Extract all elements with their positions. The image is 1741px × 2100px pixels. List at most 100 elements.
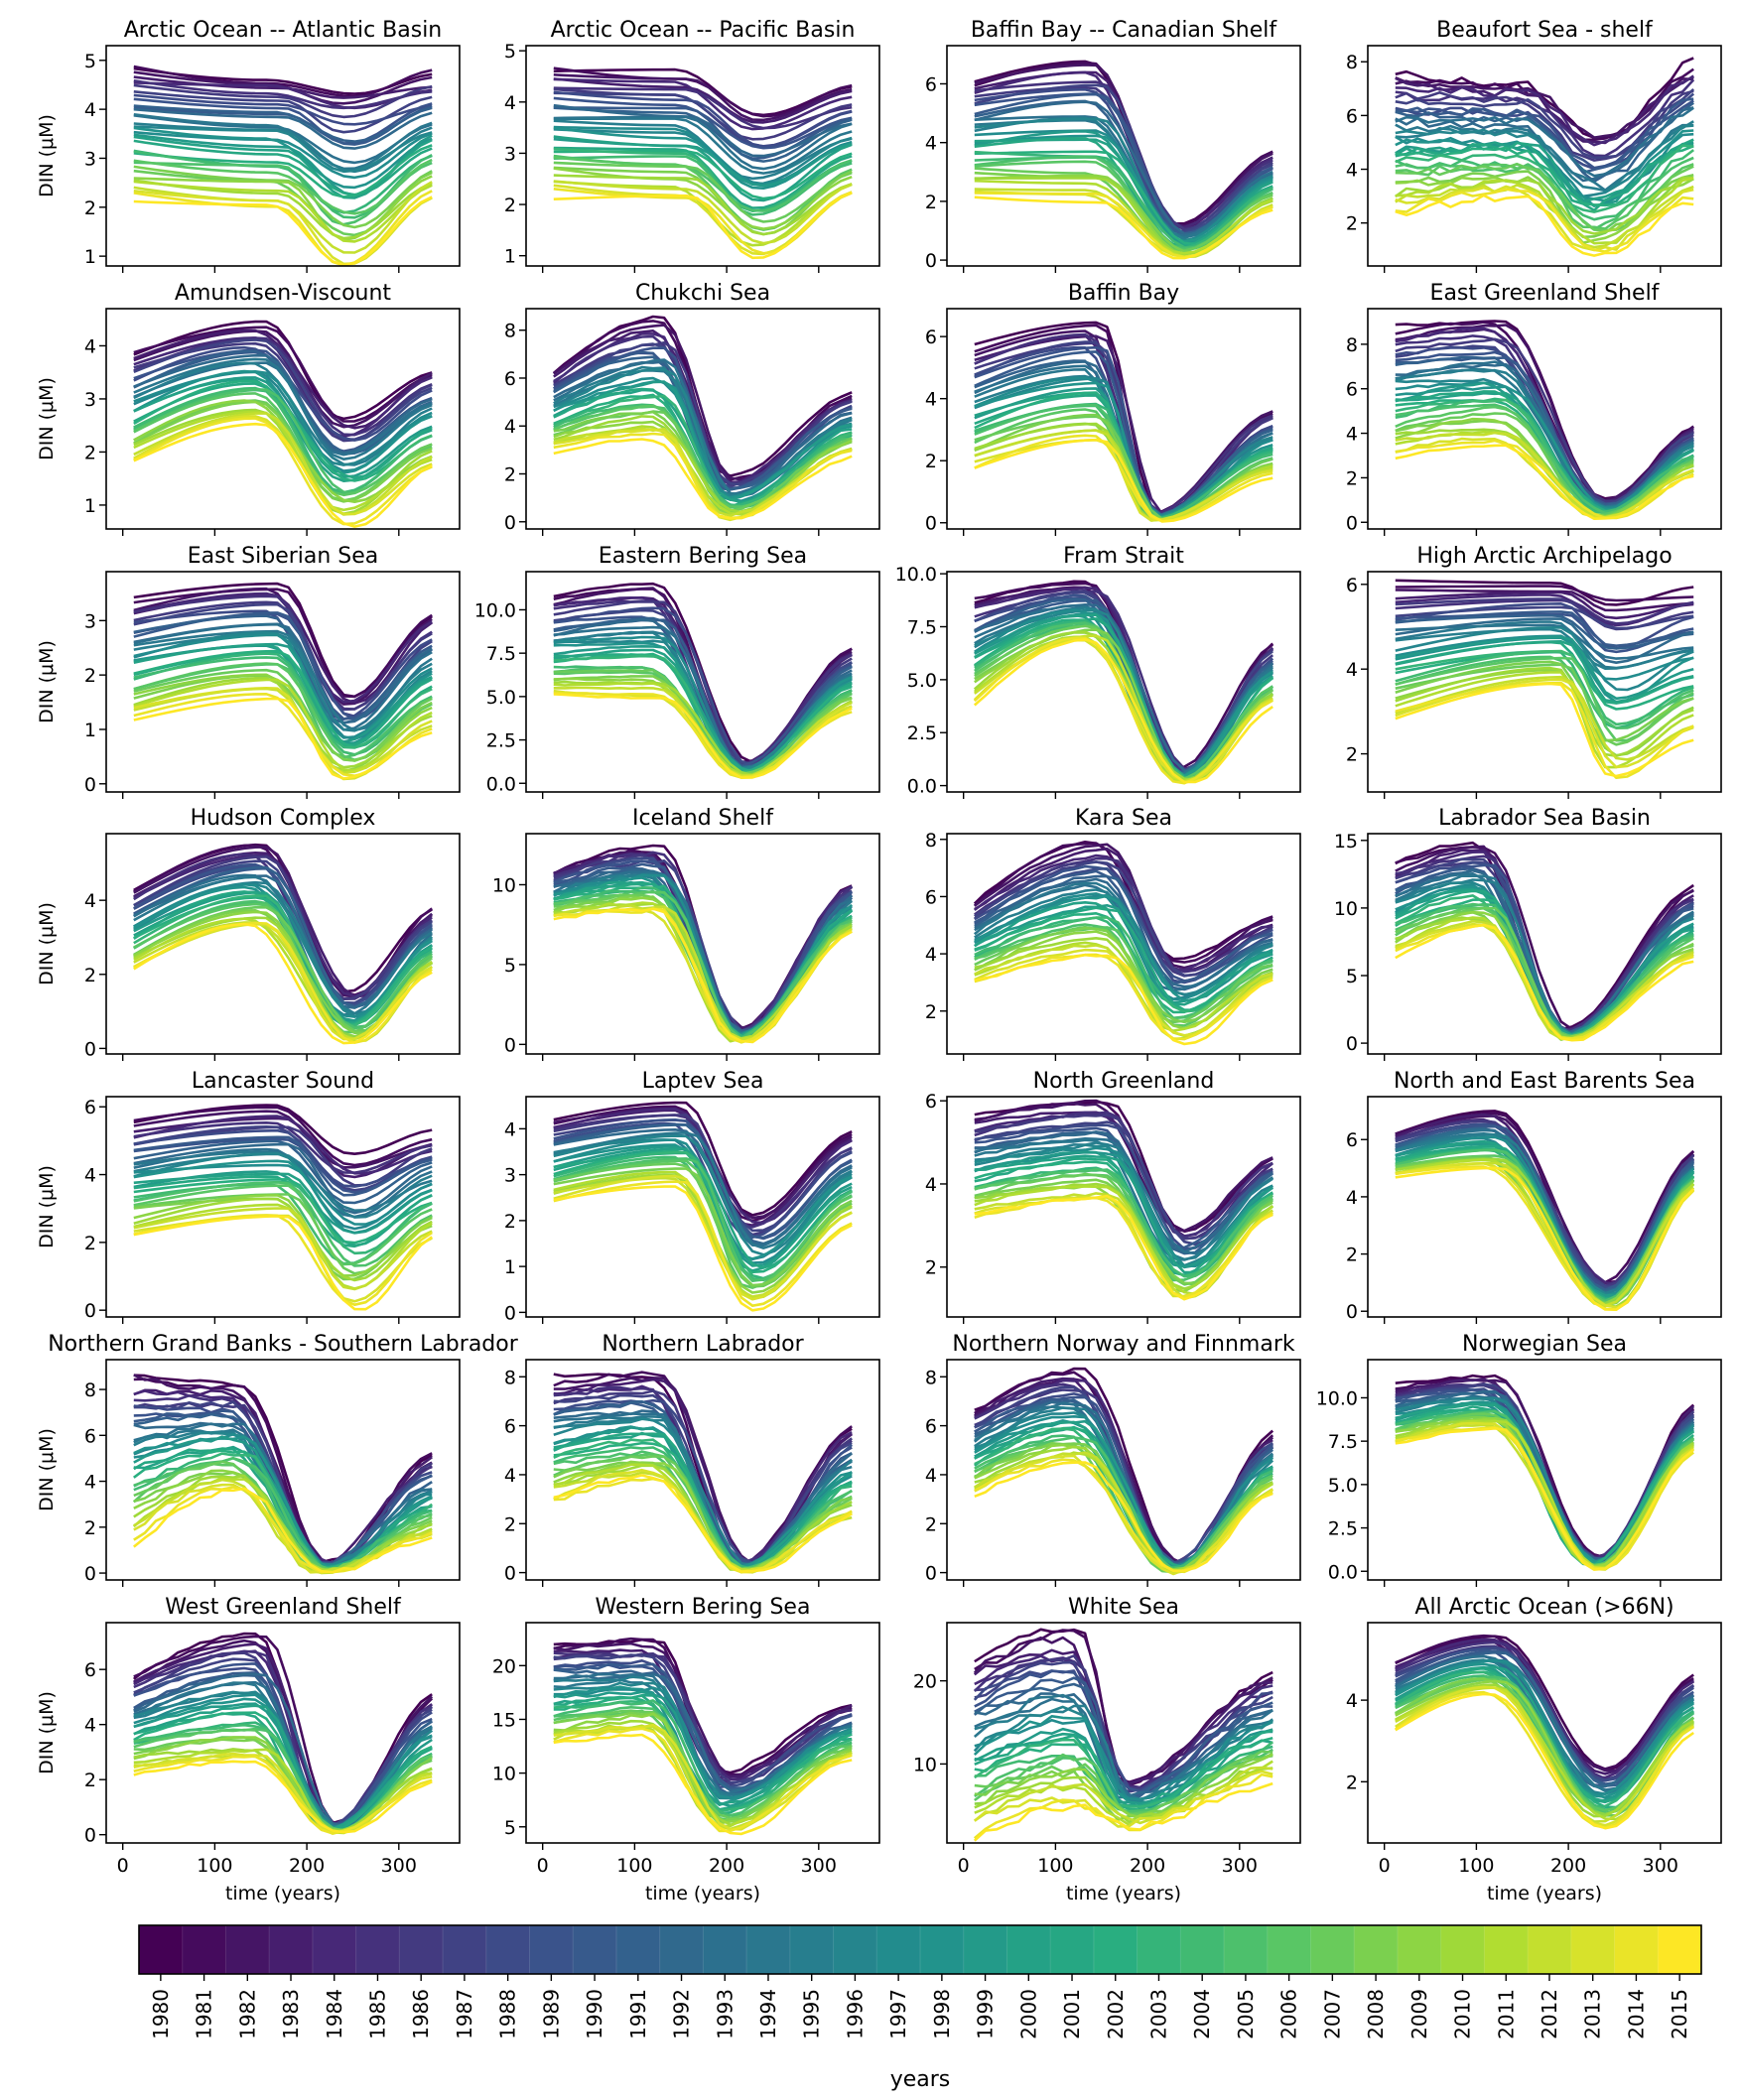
y-tick-label: 2 [504, 1211, 516, 1233]
panel-title: Baffin Bay -- Canadian Shelf [971, 18, 1278, 43]
colorbar-tick-label: 1991 [626, 1989, 650, 2039]
y-tick-label: 6 [925, 886, 937, 908]
series-line [133, 135, 433, 199]
series-line [1395, 138, 1694, 212]
y-tick-label: 4 [84, 335, 96, 357]
series-line [133, 854, 433, 1000]
colorbar-swatch [139, 1925, 184, 1974]
y-tick-label: 4 [84, 99, 96, 121]
y-tick-label: 2 [925, 451, 937, 472]
series-line [133, 320, 433, 421]
colorbar-swatch [1093, 1925, 1138, 1974]
series-line [133, 329, 433, 429]
plot-frame [525, 1096, 880, 1318]
series-line [1395, 97, 1694, 175]
series-line [1395, 671, 1694, 769]
panel-title: Arctic Ocean -- Atlantic Basin [124, 18, 443, 43]
colorbar-tick-label: 1993 [713, 1989, 737, 2039]
plot-frame [1367, 45, 1722, 267]
panel-title: Iceland Shelf [632, 806, 774, 831]
series-group [553, 582, 853, 780]
y-tick-label: 2 [925, 1257, 937, 1279]
series-line [1395, 437, 1694, 519]
series-line [133, 1486, 433, 1574]
y-tick-label: 4 [504, 92, 516, 114]
series-line [133, 1106, 433, 1167]
panel: Arctic Ocean -- Atlantic Basin 1 2 3 4 5 DIN (… [36, 18, 461, 273]
y-tick-label: 2.5 [907, 722, 937, 744]
series-line [553, 1167, 853, 1287]
series-line [133, 353, 433, 455]
plot-frame [105, 1096, 461, 1318]
y-tick-label: 1 [84, 495, 96, 517]
y-tick-label: 10 [492, 1764, 516, 1785]
panel-title: Beaufort Sea - shelf [1436, 18, 1654, 43]
colorbar-tick-label: 1984 [323, 1989, 346, 2039]
y-tick-label: 4 [925, 389, 937, 411]
y-tick-label: 5 [504, 41, 516, 63]
panel: North and East Barents Sea 0 2 4 6 [1346, 1069, 1722, 1324]
plot-frame [946, 1096, 1301, 1318]
series-line [133, 632, 433, 732]
plot-frame [1367, 571, 1722, 793]
plot-frame [525, 1359, 880, 1581]
y-tick-label: 8 [504, 321, 516, 342]
series-line [1395, 194, 1694, 257]
plot-frame [525, 571, 880, 793]
colorbar-label: years [890, 2067, 951, 2092]
series-line [553, 106, 853, 160]
series-line [132, 1487, 433, 1574]
series-line [974, 438, 1273, 523]
series-line [133, 874, 433, 1009]
colorbar-swatch [312, 1925, 357, 1974]
y-tick-label: 4 [1346, 424, 1358, 446]
panel-title: Eastern Bering Sea [599, 544, 807, 569]
series-line [133, 674, 433, 762]
colorbar-tick-label: 1997 [886, 1989, 910, 2039]
y-tick-label: 10 [492, 874, 516, 896]
y-tick-label: 5 [84, 51, 96, 72]
series-line [553, 1723, 853, 1831]
series-line [974, 853, 1273, 972]
series-line [133, 165, 433, 229]
y-tick-label: 0 [84, 1038, 96, 1060]
plot-frame [1367, 308, 1722, 530]
colorbar-swatch [1658, 1925, 1702, 1974]
y-axis-label: DIN (μM) [36, 902, 58, 985]
y-tick-label: 4 [925, 133, 937, 155]
x-axis-label: time (years) [1066, 1883, 1181, 1904]
series-line [1395, 1692, 1694, 1830]
series-line [1395, 591, 1694, 620]
y-tick-label: 4 [84, 1715, 96, 1737]
series-line [974, 1454, 1273, 1576]
x-tick-label: 0 [1379, 1855, 1391, 1877]
series-line [974, 847, 1273, 973]
x-tick-label: 100 [616, 1855, 652, 1877]
series-line [553, 156, 853, 231]
series-line [553, 1378, 854, 1565]
panel-title: Amundsen-Viscount [175, 281, 392, 306]
colorbar-swatch [1484, 1925, 1529, 1974]
series-line [553, 693, 853, 780]
series-line [553, 1121, 853, 1239]
x-tick-label: 200 [709, 1855, 744, 1877]
plot-frame [946, 833, 1301, 1055]
colorbar-tick-label: 2009 [1407, 1989, 1431, 2039]
panel-title: Baffin Bay [1068, 281, 1179, 306]
series-line [133, 1184, 433, 1266]
series-line [133, 1178, 433, 1245]
series-line [553, 180, 853, 245]
y-tick-label: 0 [1346, 1033, 1358, 1055]
panel-title: Labrador Sea Basin [1438, 806, 1651, 831]
series-group [133, 1632, 434, 1835]
y-tick-label: 8 [84, 1379, 96, 1401]
y-tick-label: 8 [925, 1367, 937, 1388]
y-tick-label: 15 [492, 1709, 516, 1731]
colorbar-tick-label: 2011 [1494, 1989, 1518, 2039]
plot-frame [1367, 833, 1722, 1055]
y-axis-label: DIN (μM) [36, 114, 58, 197]
panel: Baffin Bay 0 2 4 6 [925, 281, 1301, 536]
series-line [973, 1781, 1273, 1842]
series-group [1395, 1374, 1695, 1571]
series-group [133, 320, 433, 528]
